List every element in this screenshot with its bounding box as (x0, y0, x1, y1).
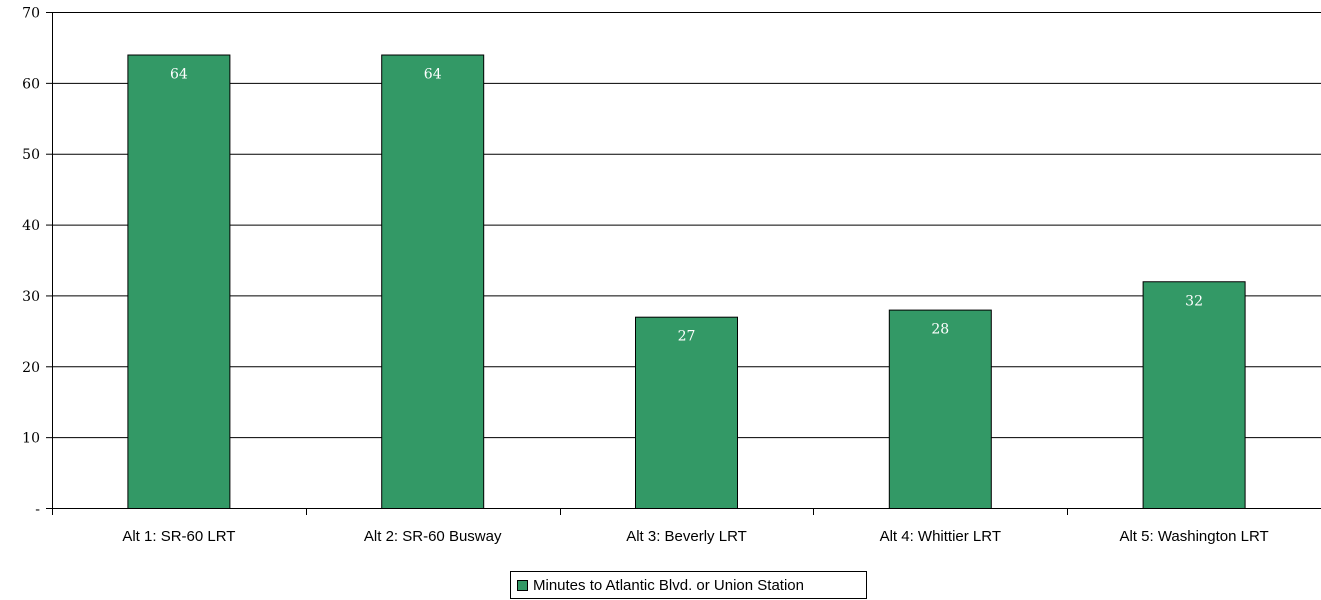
bar (635, 316, 738, 509)
bars: 64 64 27 28 32 (127, 54, 1246, 510)
x-axis: Alt 1: SR-60 LRT Alt 2: SR-60 Busway Alt 3… (52, 508, 1321, 545)
y-tick-label: 20 (22, 360, 40, 376)
x-category-label: Alt 3: Beverly LRT (626, 528, 747, 545)
legend-swatch (517, 580, 528, 591)
data-label: 27 (678, 329, 696, 345)
legend: Minutes to Atlantic Blvd. or Union Stati… (510, 571, 867, 599)
bar (1142, 281, 1246, 509)
y-tick-label: 40 (22, 218, 40, 234)
legend-box (510, 571, 867, 599)
x-category-label: Alt 1: SR-60 LRT (122, 528, 235, 545)
y-tick-label: - (35, 502, 40, 518)
x-category-label: Alt 4: Whittier LRT (880, 528, 1001, 545)
data-label: 64 (424, 67, 442, 83)
bar (381, 54, 485, 510)
gridlines (52, 12, 1321, 439)
y-tick-label: 60 (22, 76, 40, 92)
y-tick-label: 50 (22, 147, 40, 163)
legend-label: Minutes to Atlantic Blvd. or Union Stati… (533, 577, 804, 594)
y-tick-label: 70 (22, 6, 40, 22)
y-axis: - 10 20 30 40 50 60 70 (22, 6, 53, 518)
x-category-label: Alt 2: SR-60 Busway (364, 528, 502, 545)
data-label: 28 (931, 322, 949, 338)
y-tick-label: 30 (22, 289, 40, 305)
data-label: 64 (170, 67, 188, 83)
x-category-label: Alt 5: Washington LRT (1119, 528, 1268, 545)
bar (888, 309, 992, 509)
bar (127, 54, 231, 510)
y-tick-label: 10 (22, 431, 40, 447)
data-label: 32 (1185, 293, 1203, 309)
